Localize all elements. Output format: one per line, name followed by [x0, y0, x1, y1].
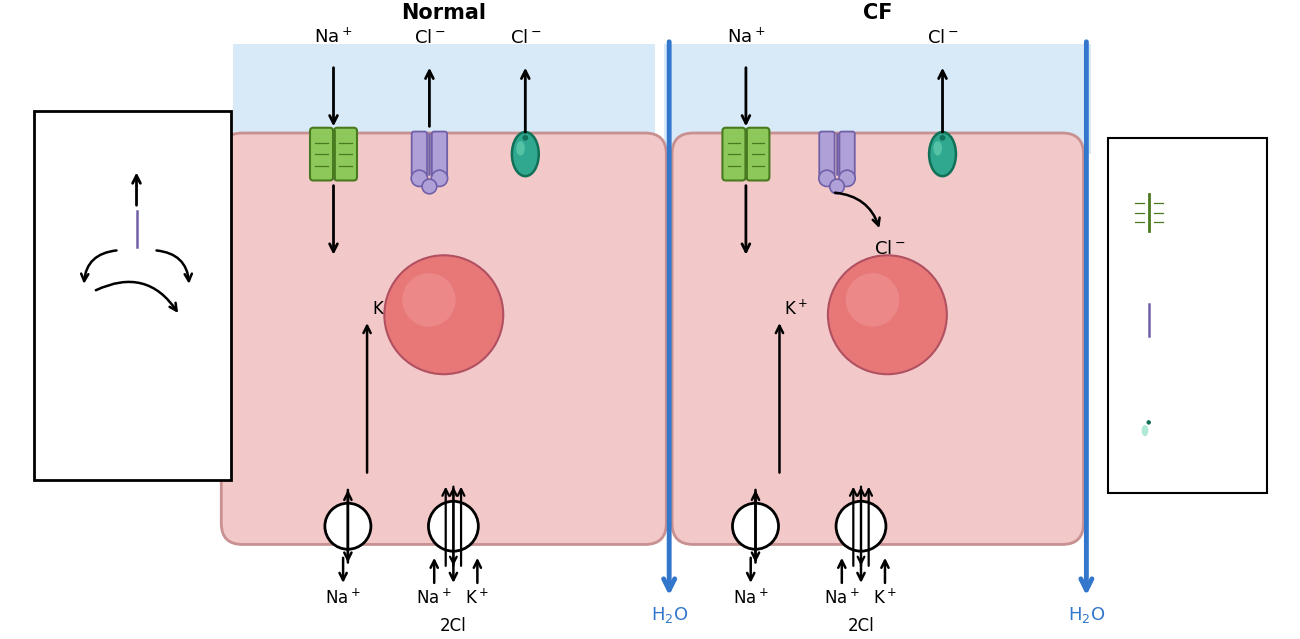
Text: K$^+$: K$^+$ — [784, 299, 809, 318]
Circle shape — [130, 251, 143, 264]
Circle shape — [829, 179, 845, 194]
Circle shape — [385, 256, 503, 374]
Circle shape — [732, 503, 779, 550]
Text: H$_2$O: H$_2$O — [650, 605, 688, 625]
FancyBboxPatch shape — [1148, 191, 1169, 235]
Text: Na$^+$: Na$^+$ — [416, 589, 452, 608]
Circle shape — [940, 135, 945, 141]
Bar — [34, 111, 231, 480]
Circle shape — [325, 503, 370, 550]
Circle shape — [1150, 333, 1164, 346]
Circle shape — [846, 273, 900, 327]
FancyBboxPatch shape — [412, 132, 426, 176]
Text: K$^+$: K$^+$ — [372, 299, 395, 318]
Text: Na$^+$: Na$^+$ — [727, 27, 766, 47]
Circle shape — [422, 179, 437, 194]
Text: Cl$^-$: Cl$^-$ — [510, 29, 541, 47]
FancyBboxPatch shape — [432, 132, 447, 176]
Bar — [233, 44, 655, 154]
Text: K$^+$: K$^+$ — [465, 589, 489, 608]
Circle shape — [828, 256, 946, 374]
Ellipse shape — [512, 132, 538, 176]
FancyBboxPatch shape — [672, 133, 1083, 544]
Circle shape — [429, 501, 478, 551]
Text: Na$^+$: Na$^+$ — [733, 589, 768, 608]
Text: Cl$^-$: Cl$^-$ — [413, 29, 445, 47]
Text: CF: CF — [863, 3, 893, 23]
Text: ENaC: ENaC — [1206, 204, 1251, 222]
Circle shape — [836, 501, 885, 551]
Text: ATP: ATP — [51, 258, 79, 273]
Text: ADP: ADP — [170, 309, 202, 324]
Text: Cl$^-$: Cl$^-$ — [874, 240, 906, 258]
Ellipse shape — [930, 132, 956, 176]
FancyBboxPatch shape — [138, 209, 152, 249]
Circle shape — [838, 170, 855, 187]
Text: ADP: ADP — [194, 235, 225, 250]
Circle shape — [138, 243, 152, 258]
Circle shape — [432, 170, 447, 187]
Circle shape — [121, 243, 135, 258]
Text: K$^+$: K$^+$ — [874, 589, 897, 608]
Circle shape — [1134, 333, 1147, 346]
Circle shape — [523, 135, 528, 141]
Circle shape — [411, 170, 428, 187]
Circle shape — [1147, 420, 1150, 425]
Text: Normal: Normal — [402, 3, 486, 23]
Text: 2Cl: 2Cl — [848, 617, 875, 635]
FancyBboxPatch shape — [221, 133, 667, 544]
Ellipse shape — [1139, 418, 1160, 452]
FancyBboxPatch shape — [1150, 302, 1164, 339]
FancyBboxPatch shape — [746, 128, 770, 180]
Circle shape — [402, 273, 456, 327]
Text: ATP: ATP — [194, 258, 222, 273]
Text: ClCa: ClCa — [1206, 426, 1244, 444]
FancyBboxPatch shape — [1130, 191, 1149, 235]
FancyBboxPatch shape — [1134, 302, 1148, 339]
Text: Na$^+$: Na$^+$ — [824, 589, 859, 608]
Text: Cl$^-$: Cl$^-$ — [121, 146, 152, 164]
Circle shape — [819, 170, 835, 187]
Text: H$_2$O: H$_2$O — [1067, 605, 1105, 625]
FancyBboxPatch shape — [121, 209, 135, 249]
Text: CFTR: CFTR — [1206, 311, 1249, 329]
Ellipse shape — [933, 141, 942, 155]
Text: Cl$^-$: Cl$^-$ — [927, 29, 958, 47]
Ellipse shape — [516, 141, 525, 155]
Text: ADP: ADP — [48, 235, 79, 250]
Bar — [1109, 138, 1266, 493]
Text: PKA: PKA — [122, 269, 151, 284]
Text: Na$^+$: Na$^+$ — [315, 27, 352, 47]
FancyBboxPatch shape — [334, 128, 358, 180]
Bar — [664, 44, 1091, 154]
Ellipse shape — [1141, 425, 1148, 436]
Text: Na$^+$: Na$^+$ — [325, 589, 361, 608]
FancyBboxPatch shape — [840, 132, 855, 176]
FancyBboxPatch shape — [819, 132, 835, 176]
FancyBboxPatch shape — [723, 128, 745, 180]
Circle shape — [1143, 340, 1154, 352]
Text: 2Cl: 2Cl — [439, 617, 467, 635]
FancyBboxPatch shape — [309, 128, 333, 180]
Text: ATP: ATP — [73, 309, 100, 324]
